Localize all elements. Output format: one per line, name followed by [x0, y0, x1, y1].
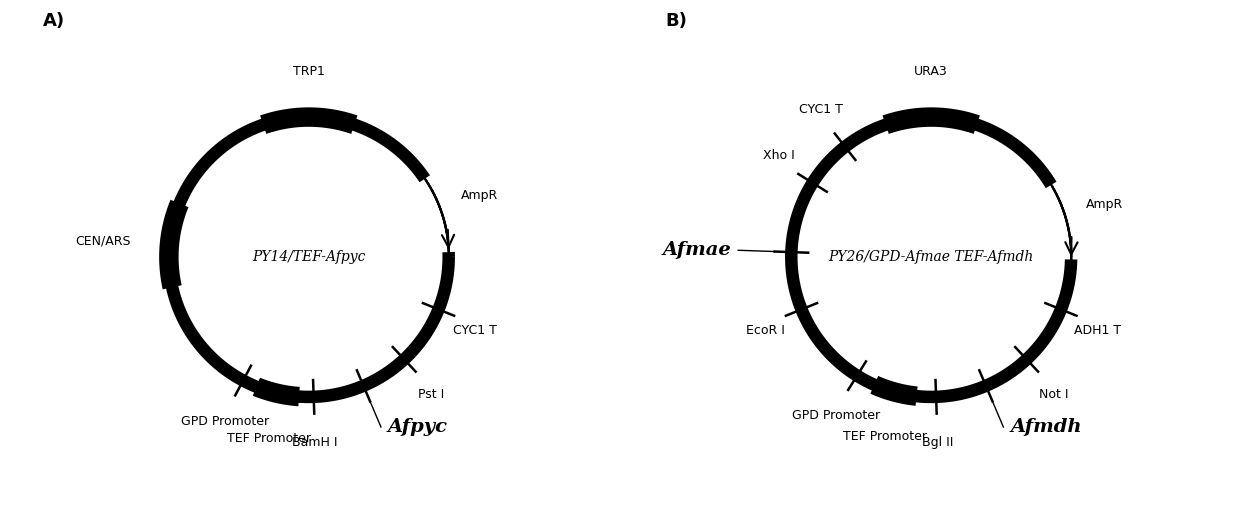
Text: Pst I: Pst I	[418, 388, 444, 401]
Text: Afmdh: Afmdh	[1011, 418, 1081, 436]
Text: TEF Promoter: TEF Promoter	[227, 432, 310, 445]
Text: PY14/TEF-Afpyc: PY14/TEF-Afpyc	[252, 250, 366, 264]
Text: CEN/ARS: CEN/ARS	[74, 235, 130, 248]
Text: URA3: URA3	[914, 65, 949, 78]
Text: A): A)	[43, 12, 64, 30]
Text: Not I: Not I	[1039, 388, 1068, 401]
Text: GPD Promoter: GPD Promoter	[792, 409, 880, 422]
Text: PY26/GPD-Afmae TEF-Afmdh: PY26/GPD-Afmae TEF-Afmdh	[828, 250, 1034, 264]
Text: AmpR: AmpR	[460, 189, 497, 201]
Text: ADH1 T: ADH1 T	[1074, 324, 1121, 337]
Text: EcoR I: EcoR I	[745, 324, 785, 337]
Text: BamH I: BamH I	[293, 436, 337, 449]
Text: AmpR: AmpR	[1085, 198, 1123, 211]
Text: CYC1 T: CYC1 T	[799, 103, 843, 116]
Text: TRP1: TRP1	[293, 65, 325, 78]
Text: B): B)	[666, 12, 687, 30]
Text: CYC1 T: CYC1 T	[453, 324, 497, 337]
Text: TEF Promoter: TEF Promoter	[843, 430, 926, 443]
Text: GPD Promoter: GPD Promoter	[181, 415, 269, 428]
Text: Afpyc: Afpyc	[388, 418, 448, 436]
Text: Xho I: Xho I	[764, 149, 795, 162]
Text: Bgl II: Bgl II	[921, 436, 954, 449]
Text: Afmae: Afmae	[662, 241, 732, 259]
